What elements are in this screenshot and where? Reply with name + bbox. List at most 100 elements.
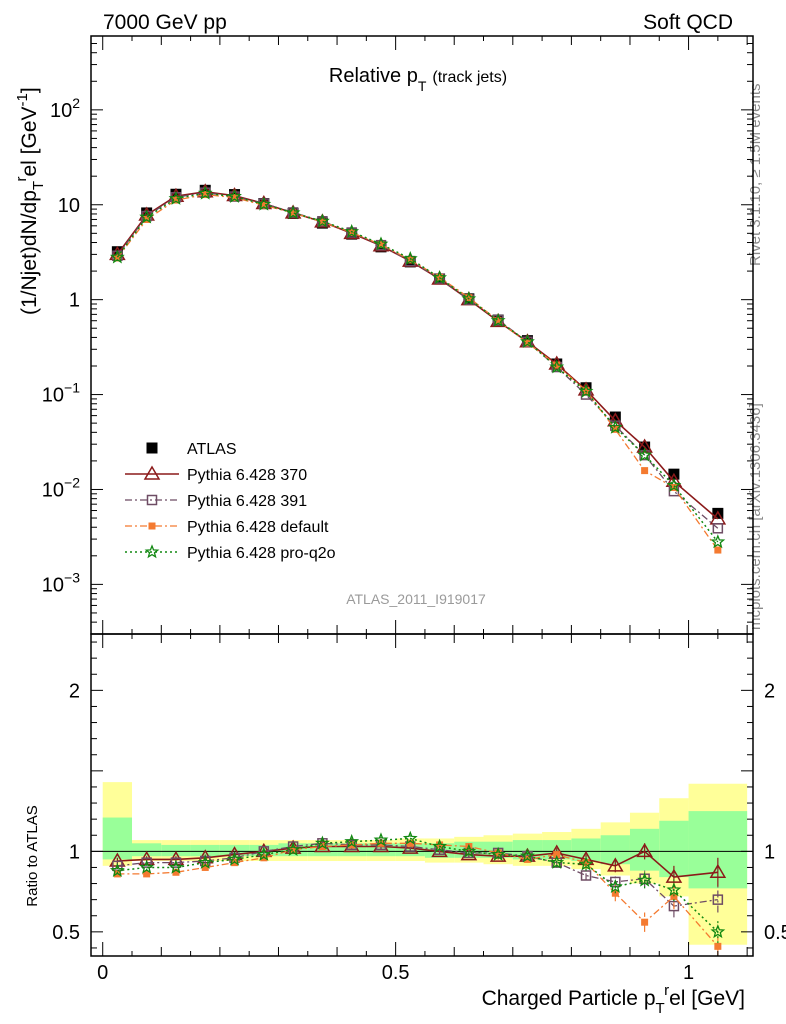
main-point-s3-9: [377, 241, 385, 249]
plot-title-subscript: T: [418, 78, 427, 94]
ratio-point-s3-18: [641, 918, 649, 926]
main-point-s3-10: [406, 256, 414, 264]
ratio-point-s4-9: [373, 832, 389, 847]
ratio-point-s1-10: [401, 839, 419, 854]
ratio-y-axis-label: Ratio to ATLAS: [24, 805, 41, 906]
ratio-point-s4-2: [168, 859, 184, 874]
ratio-point-s4-15: [549, 854, 565, 869]
main-ytick-label-exponent: −2: [64, 474, 80, 490]
main-point-s3-0: [113, 254, 121, 262]
main-line-series-3: [116, 193, 719, 551]
main-point-s4-11: [432, 270, 447, 285]
main-point-s4-13: [490, 312, 506, 328]
legend-marker-0: [146, 442, 158, 454]
main-ytick-label-exponent: −1: [64, 380, 80, 396]
ratio-ytick-label-right: 0.5: [764, 922, 786, 944]
main-point-s4-19: [666, 477, 682, 492]
legend-label-2: Pythia 6.428 391: [187, 493, 307, 510]
main-point-s4-2: [168, 190, 184, 205]
main-ytick-label: 10−1: [42, 380, 80, 407]
ratio-point-s3-10: [406, 839, 414, 847]
ratio-point-s2-20: [712, 894, 724, 905]
ratio-point-s3-1: [143, 870, 151, 878]
main-point-s0-20: [712, 507, 724, 519]
main-ytick-label: 10: [58, 195, 80, 217]
main-line-series-4: [116, 192, 719, 543]
ratio-ytick-label-left: 1: [69, 841, 80, 863]
main-y-axis-label: (1/Njet)dN/dpTrel [GeV-1]: [13, 87, 47, 315]
ratio-point-s4-16: [578, 856, 594, 871]
legend-label-1: Pythia 6.428 370: [187, 467, 307, 484]
main-point-s3-7: [318, 218, 326, 226]
ratio-point-s3-20: [714, 942, 722, 950]
main-point-s3-15: [553, 361, 561, 369]
ratio-point-s4-18: [637, 872, 653, 887]
ratio-point-s3-6: [289, 846, 297, 854]
header-left: 7000 GeV pp: [103, 11, 227, 34]
main-point-s4-14: [520, 333, 535, 349]
plot-title: Relative pT (track jets): [329, 65, 507, 94]
ratio-ytick-label-left: 0.5: [52, 922, 80, 944]
main-point-s4-8: [344, 223, 360, 238]
ratio-point-s4-10: [402, 830, 418, 845]
main-point-s1-18: [636, 438, 653, 453]
main-ytick-label: 1: [69, 290, 80, 312]
legend-marker-2: [146, 494, 158, 506]
ratio-point-s1-20: [709, 863, 727, 879]
main-point-s4-5: [256, 196, 272, 211]
ratio-band-inner-1: [132, 843, 162, 857]
main-point-s3-18: [641, 467, 649, 475]
ratio-xtick-label: 0.5: [382, 962, 410, 984]
ratio-band-inner-4: [219, 844, 250, 857]
ratio-point-s1-18: [636, 842, 653, 858]
ratio-point-s4-11: [432, 838, 447, 853]
main-ytick-label-exponent: 2: [72, 95, 80, 111]
main-ytick-label-exponent: −3: [64, 569, 80, 585]
ratio-point-s4-14: [520, 848, 535, 863]
ratio-frame: [90, 633, 754, 957]
main-ytick-label: 10−3: [42, 569, 80, 596]
ratio-point-s4-6: [285, 841, 301, 857]
legend-marker-1: [143, 465, 161, 480]
watermark: ATLAS_2011_I919017: [346, 591, 486, 607]
main-point-s4-6: [285, 205, 301, 220]
legend-label-4: Pythia 6.428 pro-q2o: [187, 545, 336, 562]
ratio-band-inner-16: [571, 838, 601, 862]
ratio-point-s2-2: [170, 857, 182, 868]
legend-marker-4: [144, 544, 160, 559]
ratio-point-s4-17: [607, 878, 623, 894]
ratio-point-s2-19: [668, 900, 680, 912]
x-axis-label: Charged Particle pTrel [GeV]: [482, 982, 745, 1017]
side-label-rivet: Rivet 3.1.10, ≥ 1.5M events: [747, 84, 764, 267]
main-ytick-label: 102: [50, 95, 80, 122]
main-point-s3-14: [523, 339, 531, 347]
main-series: [109, 183, 727, 554]
header-right: Soft QCD: [643, 11, 733, 34]
ratio-point-s4-1: [139, 859, 155, 874]
main-point-s2-20: [712, 523, 724, 534]
main-point-s3-20: [714, 546, 722, 554]
main-point-s4-3: [197, 185, 213, 200]
ratio-line-series-4: [117, 837, 719, 933]
main-point-s3-2: [172, 196, 180, 204]
ratio-point-s4-19: [666, 882, 682, 897]
ratio-ytick-label-right: 2: [764, 680, 775, 702]
ratio-point-s4-8: [344, 833, 360, 848]
main-point-s3-12: [465, 294, 473, 302]
ratio-point-s4-4: [227, 851, 242, 866]
ratio-point-s4-7: [315, 835, 330, 850]
plot-title-main: Relative p: [329, 65, 418, 87]
ratio-xtick-label: 1: [683, 962, 694, 984]
plot-title-suffix: (track jets): [432, 69, 507, 86]
ratio-point-s4-20: [710, 924, 726, 939]
main-point-s4-10: [402, 250, 418, 266]
ratio-point-s4-0: [109, 862, 125, 877]
ratio-point-s3-19: [670, 892, 678, 900]
main-ytick-label: 10−2: [42, 474, 80, 501]
ratio-point-s3-16: [582, 859, 590, 867]
legend-label-0: ATLAS: [187, 441, 237, 458]
main-ytick-label-base: 10: [42, 385, 64, 407]
axes-frames: [90, 35, 754, 957]
main-point-s0-3: [199, 184, 211, 196]
